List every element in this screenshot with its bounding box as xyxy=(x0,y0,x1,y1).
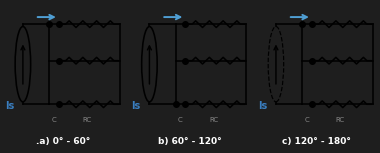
Text: Is: Is xyxy=(131,101,141,111)
Text: c) 120° - 180°: c) 120° - 180° xyxy=(282,137,351,146)
Text: .a) 0° - 60°: .a) 0° - 60° xyxy=(36,137,90,146)
Text: RC: RC xyxy=(209,117,218,123)
Text: C: C xyxy=(178,117,183,123)
Text: C: C xyxy=(305,117,309,123)
Text: Is: Is xyxy=(5,101,14,111)
Text: C: C xyxy=(52,117,56,123)
Text: RC: RC xyxy=(336,117,345,123)
Text: RC: RC xyxy=(83,117,92,123)
Text: Is: Is xyxy=(258,101,267,111)
Text: b) 60° - 120°: b) 60° - 120° xyxy=(158,137,222,146)
